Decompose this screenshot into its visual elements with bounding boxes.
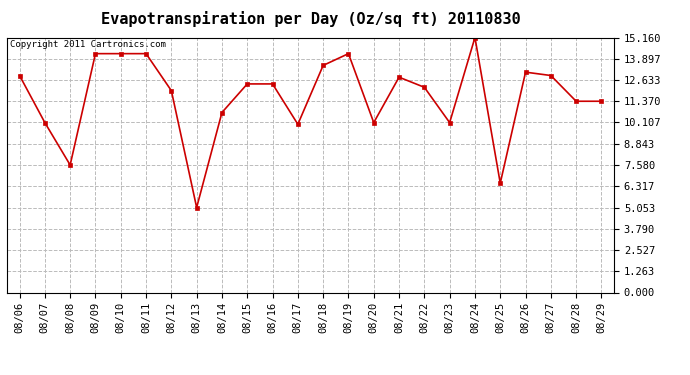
Text: Evapotranspiration per Day (Oz/sq ft) 20110830: Evapotranspiration per Day (Oz/sq ft) 20… (101, 11, 520, 27)
Text: Copyright 2011 Cartronics.com: Copyright 2011 Cartronics.com (10, 40, 166, 49)
